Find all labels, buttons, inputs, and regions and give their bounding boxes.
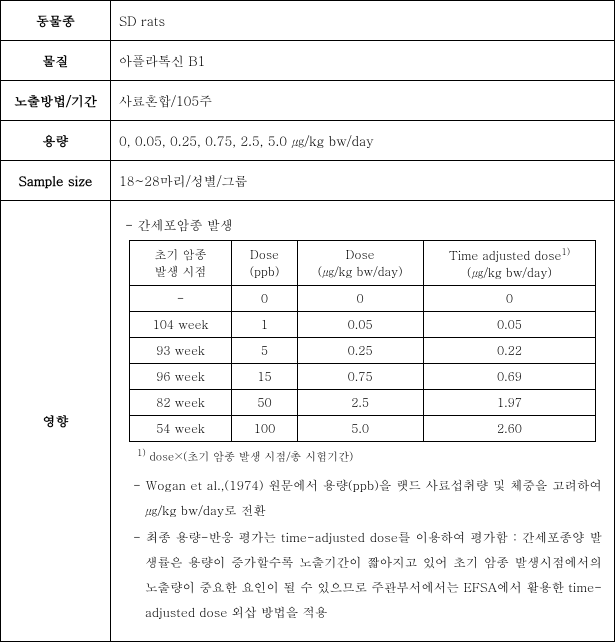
cell: 50: [232, 390, 297, 416]
effect-subtitle: - 간세포암종 발생: [125, 215, 606, 234]
cell: 2.5: [297, 390, 423, 416]
cell: 2.60: [423, 416, 596, 442]
row-substance-value: 아플라톡신 B1: [111, 41, 615, 81]
cell: 0: [297, 286, 423, 312]
cell: -: [129, 286, 232, 312]
row-dose-label: 용량: [1, 121, 111, 161]
cell: 0.75: [297, 364, 423, 390]
cell: 0.22: [423, 338, 596, 364]
col-h4-text: Time adjusted dose: [449, 247, 562, 264]
cell: 0.25: [297, 338, 423, 364]
effect-table: 초기 암종발생 시점 Dose(ppb) Dose(㎍/kg bw/day) T…: [129, 240, 597, 442]
cell: 0.69: [423, 364, 596, 390]
spec-table: 동물종 SD rats 물질 아플라톡신 B1 노출방법/기간 사료혼합/105…: [0, 0, 615, 642]
effect-footnote: 1) dose×(초기 암종 발생 시점/총 시험기간): [137, 446, 606, 465]
cell: 104 week: [129, 312, 232, 338]
cell: 5.0: [297, 416, 423, 442]
cell: 15: [232, 364, 297, 390]
row-dose-value: 0, 0.05, 0.25, 0.75, 2.5, 5.0 ㎍/kg bw/da…: [111, 121, 615, 161]
cell: 1.97: [423, 390, 596, 416]
table-row: 82 week 50 2.5 1.97: [129, 390, 596, 416]
cell: 1: [232, 312, 297, 338]
row-species-label: 동물종: [1, 1, 111, 41]
table-row: - 0 0 0: [129, 286, 596, 312]
cell: 0.05: [297, 312, 423, 338]
cell: 100: [232, 416, 297, 442]
row-substance-label: 물질: [1, 41, 111, 81]
table-row: 96 week 15 0.75 0.69: [129, 364, 596, 390]
row-effect-cell: - 간세포암종 발생 초기 암종발생 시점 Dose(ppb) Dose(㎍/k…: [111, 201, 615, 642]
row-exposure-value: 사료혼합/105주: [111, 81, 615, 121]
col-h3: Dose(㎍/kg bw/day): [297, 241, 423, 286]
col-h2: Dose(ppb): [232, 241, 297, 286]
cell: 0.05: [423, 312, 596, 338]
note-2: - 최종 용량-반응 평가는 time-adjusted dose를 이용하여 …: [133, 525, 602, 625]
col-h1: 초기 암종발생 시점: [129, 241, 232, 286]
col-h4-sup: 1): [561, 245, 570, 258]
cell: 5: [232, 338, 297, 364]
cell: 96 week: [129, 364, 232, 390]
table-row: 93 week 5 0.25 0.22: [129, 338, 596, 364]
row-sample-label: Sample size: [1, 161, 111, 201]
row-exposure-label: 노출방법/기간: [1, 81, 111, 121]
effect-notes: - Wogan et al.,(1974) 원문에서 용량(ppb)을 랫드 사…: [119, 473, 606, 631]
cell: 82 week: [129, 390, 232, 416]
cell: 93 week: [129, 338, 232, 364]
footnote-sup: 1): [137, 446, 146, 459]
row-sample-value: 18~28마리/성별/그룹: [111, 161, 615, 201]
row-effect-label: 영향: [1, 201, 111, 642]
table-row: 54 week 100 5.0 2.60: [129, 416, 596, 442]
cell: 0: [423, 286, 596, 312]
footnote-text: dose×(초기 암종 발생 시점/총 시험기간): [146, 450, 353, 465]
col-h4-unit: (㎍/kg bw/day): [467, 264, 552, 281]
note-1: - Wogan et al.,(1974) 원문에서 용량(ppb)을 랫드 사…: [133, 473, 602, 523]
table-row: 104 week 1 0.05 0.05: [129, 312, 596, 338]
cell: 0: [232, 286, 297, 312]
row-species-value: SD rats: [111, 1, 615, 41]
cell: 54 week: [129, 416, 232, 442]
col-h4: Time adjusted dose1) (㎍/kg bw/day): [423, 241, 596, 286]
